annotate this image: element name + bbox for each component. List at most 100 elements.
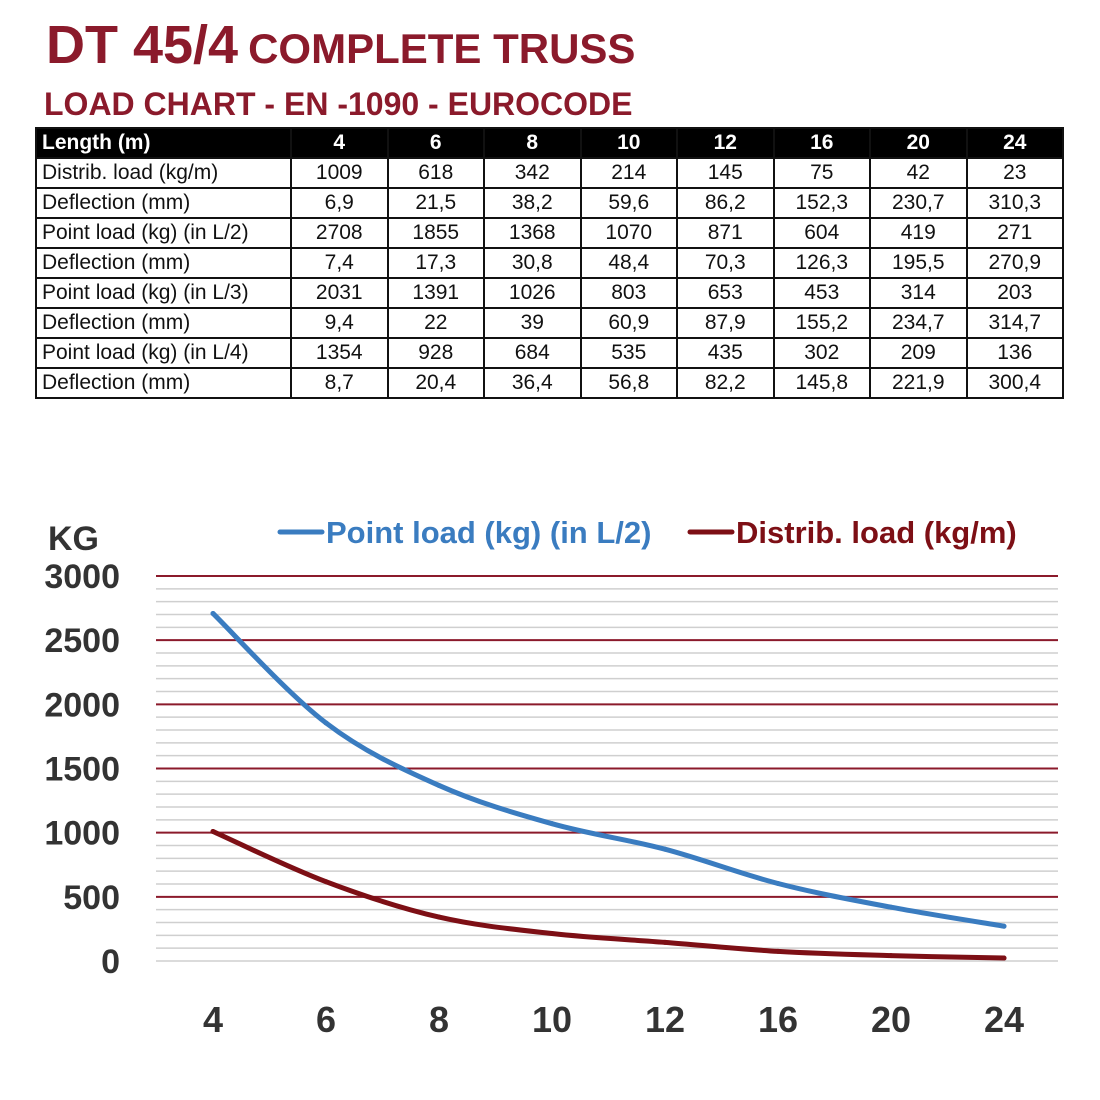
series-line-1 [210, 829, 1007, 961]
data-point [1001, 923, 1007, 929]
y-tick-label: 500 [63, 879, 120, 917]
row-label: Point load (kg) (in L/2) [35, 217, 292, 249]
length-header-16: 16 [772, 127, 871, 159]
table-cell: 435 [676, 337, 775, 369]
legend-label: Point load (kg) (in L/2) [326, 515, 651, 550]
table-cell: 1070 [579, 217, 678, 249]
table-cell: 9,4 [290, 307, 389, 339]
chart-grid [156, 575, 1058, 962]
table-cell: 136 [965, 337, 1064, 369]
table-cell: 1855 [386, 217, 485, 249]
table-cell: 453 [772, 277, 871, 309]
product-name: COMPLETE TRUSS [248, 25, 636, 72]
table-cell: 234,7 [869, 307, 968, 339]
row-label: Deflection (mm) [35, 307, 292, 339]
table-cell: 86,2 [676, 187, 775, 219]
table-cell: 155,2 [772, 307, 871, 339]
length-header: Length (m) [35, 127, 292, 159]
table-cell: 230,7 [869, 187, 968, 219]
chart-title: DT 45/4 COMPLETE TRUSS [46, 14, 635, 76]
table-cell: 684 [483, 337, 582, 369]
table-cell: 30,8 [483, 247, 582, 279]
data-point [1001, 955, 1007, 961]
y-tick-label: 1000 [44, 815, 120, 853]
table-cell: 604 [772, 217, 871, 249]
table-row: Distrib. load (kg/m) 1009 618 342 214 145 75 42… [35, 157, 1064, 189]
data-point [323, 879, 329, 885]
y-tick-label: 3000 [44, 558, 120, 596]
table-cell: 419 [869, 217, 968, 249]
y-axis-label: KG [48, 520, 99, 558]
row-label: Deflection (mm) [35, 187, 292, 219]
table-cell: 59,6 [579, 187, 678, 219]
table-cell: 145 [676, 157, 775, 189]
table-cell: 39 [483, 307, 582, 339]
row-label: Point load (kg) (in L/3) [35, 277, 292, 309]
data-point [888, 904, 894, 910]
y-tick-label: 2000 [44, 686, 120, 724]
table-cell: 126,3 [772, 247, 871, 279]
data-point [323, 720, 329, 726]
series-line-0 [210, 610, 1007, 929]
table-cell: 17,3 [386, 247, 485, 279]
table-cell: 209 [869, 337, 968, 369]
data-point [549, 821, 555, 827]
length-header-4: 4 [290, 127, 389, 159]
table-cell: 535 [579, 337, 678, 369]
data-point [888, 953, 894, 959]
table-cell: 214 [579, 157, 678, 189]
data-point [662, 846, 668, 852]
x-axis-ticks: 4 6 8 10 12 16 20 24 [203, 999, 1024, 1040]
table-cell: 221,9 [869, 367, 968, 399]
legend-label: Distrib. load (kg/m) [736, 515, 1017, 550]
table-cell: 195,5 [869, 247, 968, 279]
table-cell: 342 [483, 157, 582, 189]
table-cell: 21,5 [386, 187, 485, 219]
length-header-12: 12 [676, 127, 775, 159]
table-row: Deflection (mm) 7,4 17,3 30,8 48,4 70,3 126,3 1… [35, 247, 1064, 279]
chart-legend: Point load (kg) (in L/2) Distrib. load (k… [277, 515, 1017, 550]
product-model: DT 45/4 [46, 15, 239, 75]
data-point [549, 931, 555, 937]
table-cell: 1391 [386, 277, 485, 309]
table-cell: 1009 [290, 157, 389, 189]
y-axis-ticks: 0 500 1000 1500 2000 2500 3000 [44, 558, 120, 981]
table-row: Deflection (mm) 8,7 20,4 36,4 56,8 82,2 145,8 2… [35, 367, 1064, 399]
x-tick-label: 4 [203, 999, 223, 1040]
x-tick-label: 10 [532, 999, 572, 1040]
chart-series [210, 610, 1007, 961]
x-tick-label: 20 [871, 999, 911, 1040]
table-cell: 300,4 [965, 367, 1064, 399]
table-cell: 6,9 [290, 187, 389, 219]
table-cell: 271 [965, 217, 1064, 249]
chart-subtitle: LOAD CHART - EN -1090 - EUROCODE [44, 86, 633, 122]
table-cell: 1026 [483, 277, 582, 309]
row-label: Distrib. load (kg/m) [35, 157, 292, 189]
table-cell: 36,4 [483, 367, 582, 399]
x-tick-label: 12 [645, 999, 685, 1040]
length-header-20: 20 [869, 127, 968, 159]
table-cell: 70,3 [676, 247, 775, 279]
y-tick-label: 1500 [44, 751, 120, 789]
header-row: Length (m) 4 6 8 10 12 16 20 24 [35, 127, 1064, 159]
table-cell: 56,8 [579, 367, 678, 399]
row-label: Deflection (mm) [35, 247, 292, 279]
data-point [775, 880, 781, 886]
table-cell: 22 [386, 307, 485, 339]
table-cell: 310,3 [965, 187, 1064, 219]
load-table-header: Length (m) 4 6 8 10 12 16 20 24 [35, 127, 1064, 159]
data-point [210, 829, 216, 835]
table-cell: 38,2 [483, 187, 582, 219]
row-label: Deflection (mm) [35, 367, 292, 399]
length-header-8: 8 [483, 127, 582, 159]
table-cell: 203 [965, 277, 1064, 309]
table-cell: 1354 [290, 337, 389, 369]
table-row: Deflection (mm) 6,9 21,5 38,2 59,6 86,2 152,3 2… [35, 187, 1064, 219]
table-cell: 8,7 [290, 367, 389, 399]
data-point [210, 610, 216, 616]
table-cell: 20,4 [386, 367, 485, 399]
table-cell: 314 [869, 277, 968, 309]
table-cell: 7,4 [290, 247, 389, 279]
table-cell: 87,9 [676, 307, 775, 339]
table-cell: 2708 [290, 217, 389, 249]
